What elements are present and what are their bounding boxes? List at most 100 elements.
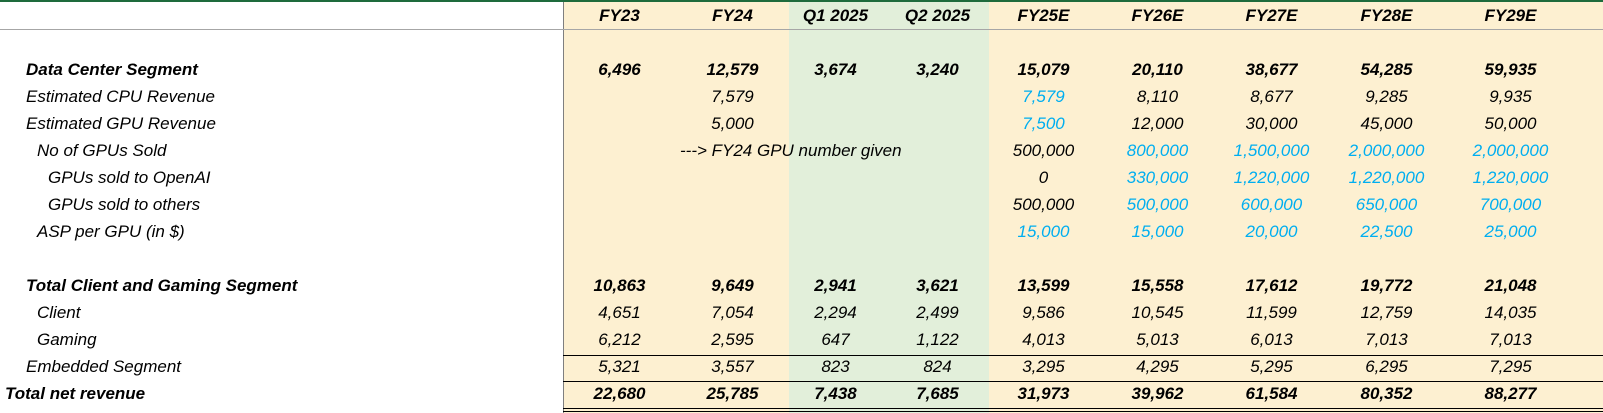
row-label[interactable]: ASP per GPU (in $): [37, 222, 185, 241]
value-cell[interactable]: 0: [1038, 168, 1049, 187]
row-label[interactable]: Embedded Segment: [26, 357, 181, 376]
value-cell[interactable]: 20,110: [1132, 60, 1183, 79]
column-header[interactable]: FY25E: [1017, 6, 1070, 25]
value-cell[interactable]: 14,035: [1484, 303, 1537, 322]
row-label[interactable]: No of GPUs Sold: [37, 141, 167, 160]
value-cell[interactable]: 7,054: [711, 303, 754, 322]
value-cell[interactable]: 1,500,000: [1233, 141, 1310, 160]
row-label[interactable]: Estimated CPU Revenue: [26, 87, 215, 106]
value-cell[interactable]: 31,973: [1017, 384, 1070, 403]
value-cell[interactable]: 9,285: [1365, 87, 1408, 106]
value-cell[interactable]: 3,557: [711, 357, 754, 376]
value-cell[interactable]: 1,220,000: [1233, 168, 1310, 187]
value-cell[interactable]: 9,649: [711, 276, 754, 295]
cell-note[interactable]: ---> FY24 GPU number given: [680, 141, 902, 160]
value-cell[interactable]: 7,579: [1022, 87, 1065, 106]
value-cell[interactable]: 2,000,000: [1472, 141, 1549, 160]
value-cell[interactable]: 88,277: [1484, 384, 1537, 403]
value-cell[interactable]: 700,000: [1479, 195, 1542, 214]
value-cell[interactable]: 19,772: [1360, 276, 1413, 295]
value-cell[interactable]: 38,677: [1245, 60, 1298, 79]
value-cell[interactable]: 7,438: [814, 384, 857, 403]
value-cell[interactable]: 25,785: [706, 384, 759, 403]
value-cell[interactable]: 10,863: [593, 276, 646, 295]
value-cell[interactable]: 7,579: [711, 87, 754, 106]
value-cell[interactable]: 2,941: [814, 276, 857, 295]
value-cell[interactable]: 650,000: [1355, 195, 1418, 214]
value-cell[interactable]: 2,499: [916, 303, 959, 322]
row-label[interactable]: Total Client and Gaming Segment: [26, 276, 298, 295]
value-cell[interactable]: 647: [821, 330, 850, 349]
value-cell[interactable]: 12,759: [1360, 303, 1413, 322]
value-cell[interactable]: 500,000: [1126, 195, 1189, 214]
value-cell[interactable]: 80,352: [1360, 384, 1413, 403]
row-label[interactable]: Estimated GPU Revenue: [26, 114, 216, 133]
value-cell[interactable]: 824: [923, 357, 952, 376]
value-cell[interactable]: 7,295: [1489, 357, 1532, 376]
value-cell[interactable]: 8,677: [1250, 87, 1293, 106]
value-cell[interactable]: 54,285: [1360, 60, 1413, 79]
value-cell[interactable]: 3,240: [916, 60, 959, 79]
value-cell[interactable]: 3,295: [1022, 357, 1065, 376]
value-cell[interactable]: 5,000: [711, 114, 754, 133]
value-cell[interactable]: 12,000: [1131, 114, 1184, 133]
value-cell[interactable]: 4,651: [598, 303, 641, 322]
value-cell[interactable]: 15,558: [1131, 276, 1184, 295]
value-cell[interactable]: 50,000: [1484, 114, 1537, 133]
value-cell[interactable]: 1,220,000: [1348, 168, 1425, 187]
value-cell[interactable]: 800,000: [1126, 141, 1189, 160]
value-cell[interactable]: 2,595: [711, 330, 754, 349]
value-cell[interactable]: 9,935: [1489, 87, 1532, 106]
value-cell[interactable]: 330,000: [1126, 168, 1189, 187]
value-cell[interactable]: 59,935: [1484, 60, 1537, 79]
column-header[interactable]: Q2 2025: [904, 6, 971, 25]
value-cell[interactable]: 7,013: [1365, 330, 1408, 349]
value-cell[interactable]: 21,048: [1484, 276, 1537, 295]
value-cell[interactable]: 5,295: [1250, 357, 1293, 376]
value-cell[interactable]: 13,599: [1017, 276, 1070, 295]
row-label[interactable]: Total net revenue: [5, 384, 146, 403]
row-label[interactable]: Gaming: [37, 330, 97, 349]
value-cell[interactable]: 3,674: [814, 60, 857, 79]
value-cell[interactable]: 500,000: [1012, 141, 1075, 160]
value-cell[interactable]: 823: [821, 357, 850, 376]
row-label[interactable]: Client: [37, 303, 81, 322]
value-cell[interactable]: 5,013: [1136, 330, 1179, 349]
column-header[interactable]: FY26E: [1131, 6, 1184, 25]
value-cell[interactable]: 17,612: [1245, 276, 1298, 295]
value-cell[interactable]: 6,013: [1250, 330, 1293, 349]
value-cell[interactable]: 39,962: [1131, 384, 1184, 403]
value-cell[interactable]: 7,500: [1022, 114, 1065, 133]
value-cell[interactable]: 12,579: [706, 60, 759, 79]
value-cell[interactable]: 9,586: [1022, 303, 1065, 322]
value-cell[interactable]: 2,000,000: [1348, 141, 1425, 160]
column-header[interactable]: FY23: [599, 6, 640, 25]
value-cell[interactable]: 15,000: [1131, 222, 1184, 241]
value-cell[interactable]: 4,295: [1136, 357, 1179, 376]
value-cell[interactable]: 45,000: [1360, 114, 1413, 133]
value-cell[interactable]: 6,295: [1365, 357, 1408, 376]
value-cell[interactable]: 600,000: [1240, 195, 1303, 214]
value-cell[interactable]: 6,212: [598, 330, 641, 349]
value-cell[interactable]: 30,000: [1245, 114, 1298, 133]
column-header[interactable]: FY29E: [1484, 6, 1537, 25]
value-cell[interactable]: 2,294: [814, 303, 857, 322]
value-cell[interactable]: 7,685: [916, 384, 959, 403]
value-cell[interactable]: 25,000: [1484, 222, 1537, 241]
value-cell[interactable]: 4,013: [1022, 330, 1065, 349]
value-cell[interactable]: 7,013: [1489, 330, 1532, 349]
value-cell[interactable]: 6,496: [598, 60, 641, 79]
value-cell[interactable]: 61,584: [1245, 384, 1298, 403]
row-label[interactable]: Data Center Segment: [26, 60, 198, 79]
row-label[interactable]: GPUs sold to OpenAI: [48, 168, 211, 187]
value-cell[interactable]: 11,599: [1246, 303, 1297, 322]
column-header[interactable]: Q1 2025: [802, 6, 869, 25]
value-cell[interactable]: 3,621: [916, 276, 959, 295]
value-cell[interactable]: 1,122: [916, 330, 959, 349]
value-cell[interactable]: 10,545: [1131, 303, 1184, 322]
column-header[interactable]: FY28E: [1360, 6, 1413, 25]
value-cell[interactable]: 8,110: [1136, 87, 1179, 106]
value-cell[interactable]: 5,321: [598, 357, 641, 376]
column-header[interactable]: FY24: [712, 6, 753, 25]
value-cell[interactable]: 22,500: [1360, 222, 1413, 241]
